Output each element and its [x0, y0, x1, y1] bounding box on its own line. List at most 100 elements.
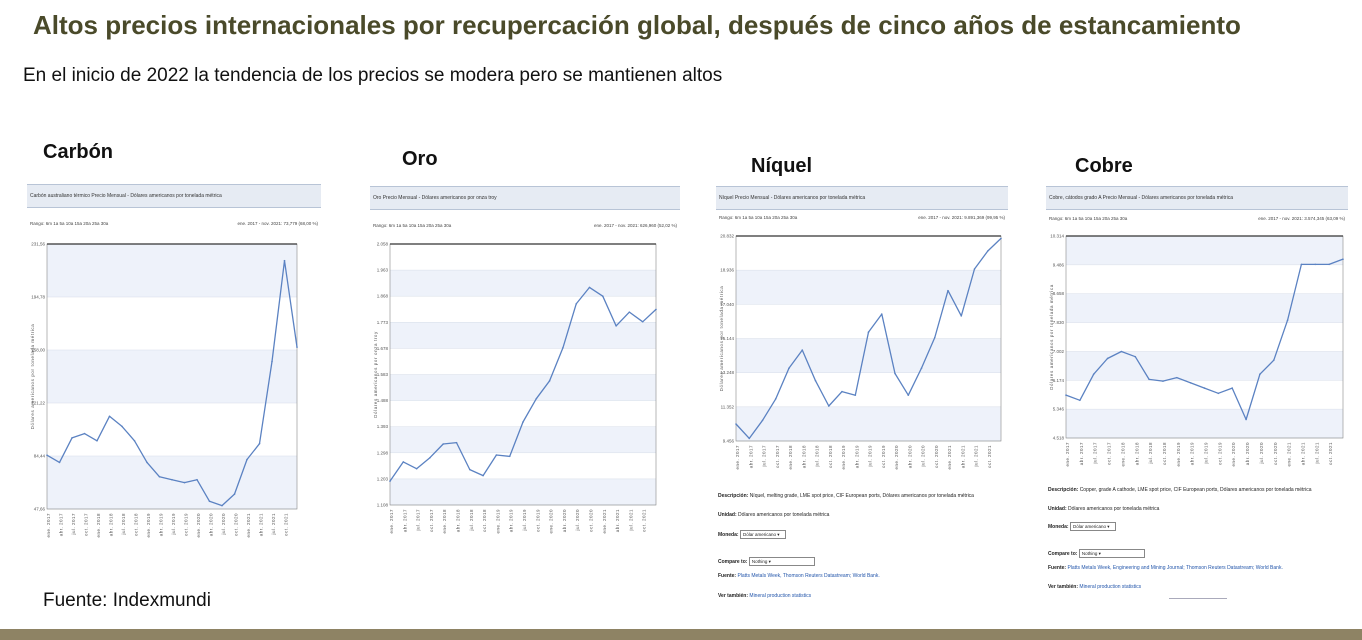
y-tick-label: 231,56: [31, 242, 45, 247]
x-tick-label: ene. 2018: [788, 445, 793, 470]
unit-row: Unidad: Dólares americanos por tonelada …: [718, 512, 830, 518]
see-also-row: Ver también: Mineral production statisti…: [718, 593, 812, 599]
data-point: [83, 432, 86, 435]
data-point: [522, 421, 524, 423]
plot-band: [1066, 351, 1343, 381]
data-point: [221, 504, 223, 507]
compare-select[interactable]: Nothing ▾: [1078, 549, 1145, 558]
data-point: [894, 372, 896, 375]
data-point: [615, 325, 617, 327]
x-tick-label: jul. 2019: [171, 513, 176, 536]
plot-band: [47, 244, 297, 297]
plot-band: [1066, 264, 1343, 294]
x-tick-label: abr. 2019: [854, 445, 859, 468]
range-selector[interactable]: Rango: 6m 1a 5a 10a 15a 20a 25a 30a: [373, 223, 452, 228]
data-point: [575, 303, 577, 305]
data-point: [1314, 263, 1317, 266]
y-tick-label: 1.868: [377, 294, 389, 299]
data-point: [469, 468, 471, 471]
y-tick-label: 1.773: [377, 320, 389, 325]
data-point: [628, 311, 631, 313]
x-tick-label: oct. 2017: [84, 513, 89, 536]
x-tick-label: jul. 2018: [469, 509, 474, 532]
compare-row: Compare to: Nothing ▾: [718, 557, 815, 566]
plot-band: [390, 270, 656, 297]
y-tick-label: 1.298: [377, 450, 389, 455]
data-point: [588, 286, 591, 289]
plot-band: [736, 406, 1001, 441]
y-axis-label: Dólares americanos por onza troy: [373, 331, 378, 418]
y-tick-label: 18.936: [720, 268, 734, 273]
panel-title-oro: Oro: [402, 148, 438, 170]
range-selector[interactable]: Rango: 6m 1a 5a 10a 15a 20a 25a 30a: [30, 221, 109, 226]
data-point: [1000, 237, 1002, 240]
data-point: [183, 481, 186, 484]
data-point: [46, 454, 48, 456]
data-point: [442, 443, 444, 445]
data-point: [1245, 418, 1247, 421]
data-point: [535, 397, 538, 400]
see-also-link[interactable]: Mineral production statistics: [749, 593, 812, 599]
x-tick-label: jul. 2021: [271, 513, 276, 536]
data-point: [508, 455, 511, 458]
see-also-link[interactable]: Mineral production statistics: [1079, 584, 1142, 590]
x-tick-label: jul. 2017: [71, 513, 76, 536]
y-tick-label: 1.393: [377, 424, 389, 429]
range-selector[interactable]: Rango: 6m 1a 5a 10a 15a 20a 25a 30a: [719, 215, 798, 220]
data-point: [761, 419, 764, 422]
x-tick-label: ene. 2018: [96, 513, 101, 538]
plot-band: [390, 244, 656, 271]
plot-band: [1066, 236, 1343, 265]
currency-select[interactable]: Dólar americano ▾: [1069, 522, 1116, 531]
y-tick-label: 4.518: [1053, 436, 1065, 441]
footer-bar: [0, 629, 1362, 640]
data-point: [933, 336, 936, 339]
y-tick-label: 15.144: [720, 336, 734, 341]
y-tick-label: 194,78: [31, 295, 45, 300]
data-point: [1300, 263, 1303, 266]
data-point: [1065, 394, 1067, 396]
data-point: [748, 437, 751, 440]
compare-select[interactable]: Nothing ▾: [748, 557, 815, 566]
data-point: [482, 474, 484, 477]
x-tick-label: oct. 2019: [881, 445, 886, 468]
x-tick-label: abr. 2021: [259, 513, 264, 536]
data-point: [867, 331, 870, 333]
data-point: [641, 320, 644, 323]
data-point: [973, 268, 976, 270]
x-tick-label: abr. 2018: [109, 513, 114, 536]
x-tick-label: abr. 2021: [615, 509, 620, 532]
data-point: [455, 441, 458, 444]
range-selector[interactable]: Rango: 6m 1a 5a 10a 15a 20a 25a 30a: [1049, 216, 1128, 221]
y-tick-label: 1.583: [377, 372, 389, 377]
data-point: [1079, 399, 1081, 402]
x-tick-label: oct. 2017: [429, 509, 434, 532]
x-tick-label: oct. 2019: [535, 509, 540, 532]
data-point: [133, 439, 136, 442]
x-tick-label: oct. 2018: [1162, 442, 1167, 465]
source-link[interactable]: Platts Metals Week, Engineering and Mini…: [1067, 565, 1283, 571]
data-point: [1120, 350, 1123, 353]
currency-select[interactable]: Dólar americano ▾: [739, 530, 786, 539]
data-point: [283, 259, 286, 262]
data-point: [158, 476, 161, 478]
data-point: [296, 346, 298, 348]
source-link[interactable]: Platts Metals Week, Thomson Reuters Data…: [737, 573, 880, 579]
source-row: Fuente: Platts Metals Week, Engineering …: [1048, 565, 1283, 571]
chart-header: Níquel Precio Mensual - Dólares american…: [716, 186, 1008, 210]
x-tick-label: abr. 2017: [59, 513, 64, 536]
plot-band: [390, 452, 656, 479]
x-tick-label: abr. 2019: [159, 513, 164, 536]
x-tick-label: oct. 2018: [134, 513, 139, 536]
x-tick-label: oct. 2018: [828, 445, 833, 468]
x-tick-label: oct. 2021: [1328, 442, 1333, 465]
data-point: [389, 480, 391, 482]
x-tick-label: ene. 2021: [246, 513, 251, 538]
x-tick-label: oct. 2017: [1107, 442, 1112, 465]
data-point: [1203, 387, 1206, 389]
x-tick-label: abr. 2020: [209, 513, 214, 536]
source-row: Fuente: Platts Metals Week, Thomson Reut…: [718, 573, 880, 579]
plot-band: [1066, 293, 1343, 323]
data-point: [774, 397, 777, 400]
x-tick-label: ene. 2021: [947, 445, 952, 470]
